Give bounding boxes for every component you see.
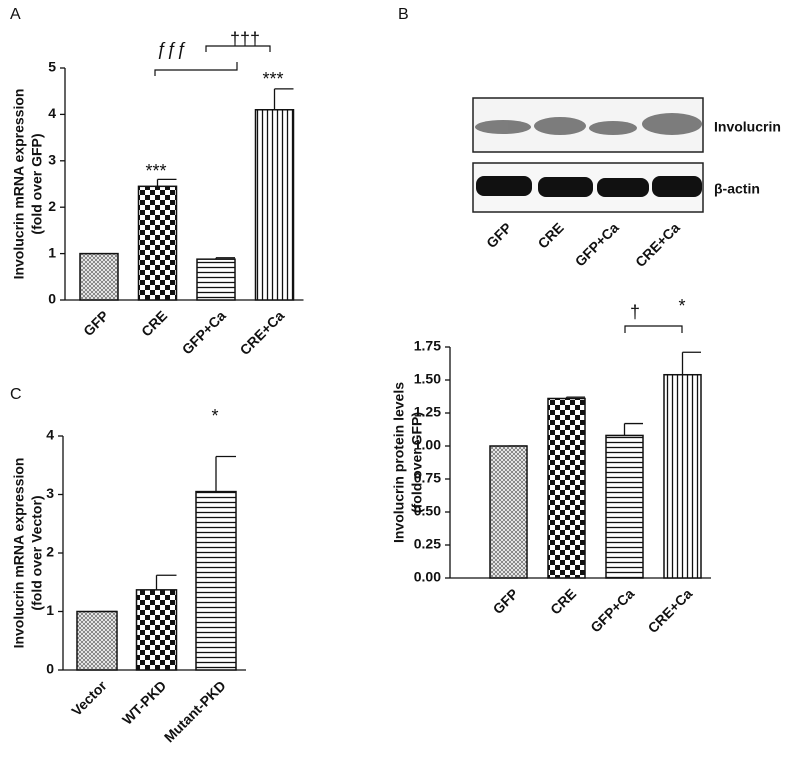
bar [76,610,118,671]
lane-label: CRE [535,219,567,251]
x-tick-label: GFP [490,585,522,617]
y-tick-label: 0.25 [414,536,441,552]
y-tick-label: 2 [46,544,54,560]
x-tick-label: Mutant-PKD [161,677,229,745]
significance-bracket [624,325,683,333]
lane-label: CRE+Ca [632,219,683,270]
x-tick-label: GFP+Ca [179,307,229,357]
significance-bracket [205,45,271,52]
y-tick-label: 3 [46,485,54,501]
panel-label: C [10,386,22,403]
annotation: * [211,406,218,426]
y-tick-label: 2 [48,198,56,214]
y-axis-label: (fold over GFP) [409,412,425,513]
annotation: ††† [230,29,260,49]
bar [137,185,178,301]
bar [254,109,295,301]
annotation: *** [145,161,166,181]
significance-bracket [154,62,238,76]
y-tick-label: 1.50 [414,371,441,387]
y-axis-label: Involucrin mRNA expression [11,89,27,280]
y-tick-label: 3 [48,152,56,168]
annotation: * [678,296,685,316]
x-tick-label: CRE [138,307,170,339]
y-tick-label: 0.50 [414,503,441,519]
bar [547,397,586,579]
y-tick-label: 0.00 [414,569,441,585]
x-tick-label: Vector [68,677,110,719]
y-tick-label: 1 [46,602,54,618]
annotation: *** [262,69,283,89]
y-axis-label: Involucrin mRNA expression [11,458,27,649]
y-tick-label: 0.75 [414,470,441,486]
y-tick-label: 0 [48,291,56,307]
x-tick-label: GFP [80,307,112,339]
panel-label: B [398,6,409,23]
bar [79,252,119,301]
x-tick-label: WT-PKD [119,677,169,727]
annotation: ƒƒƒ [157,39,187,59]
panel-label: A [10,6,21,23]
x-tick-label: CRE+Ca [237,307,288,358]
y-tick-label: 4 [48,105,56,121]
bar [489,445,528,579]
bar [605,434,644,579]
lane-label: GFP+Ca [572,219,622,269]
bar [135,589,178,671]
y-tick-label: 4 [46,427,54,443]
x-tick-label: CRE+Ca [645,585,696,636]
annotation: † [630,302,640,322]
y-tick-label: 1.75 [414,338,441,354]
bar [196,258,236,301]
blot [472,97,704,213]
band-label: Involucrin [714,119,781,135]
band-label: β-actin [714,181,760,197]
y-axis-label: Involucrin protein levels [391,382,407,543]
y-tick-label: 0 [46,661,54,677]
x-tick-label: CRE [547,585,579,617]
y-tick-label: 1.25 [414,404,441,420]
x-tick-label: GFP+Ca [587,585,637,635]
y-axis-label: (fold over GFP) [29,133,45,234]
bar [195,490,237,671]
y-tick-label: 1.00 [414,437,441,453]
y-tick-label: 5 [48,59,56,75]
lane-label: GFP [483,219,515,251]
y-axis-label: (fold over Vector) [29,495,45,610]
bar [663,373,702,579]
y-tick-label: 1 [48,244,56,260]
